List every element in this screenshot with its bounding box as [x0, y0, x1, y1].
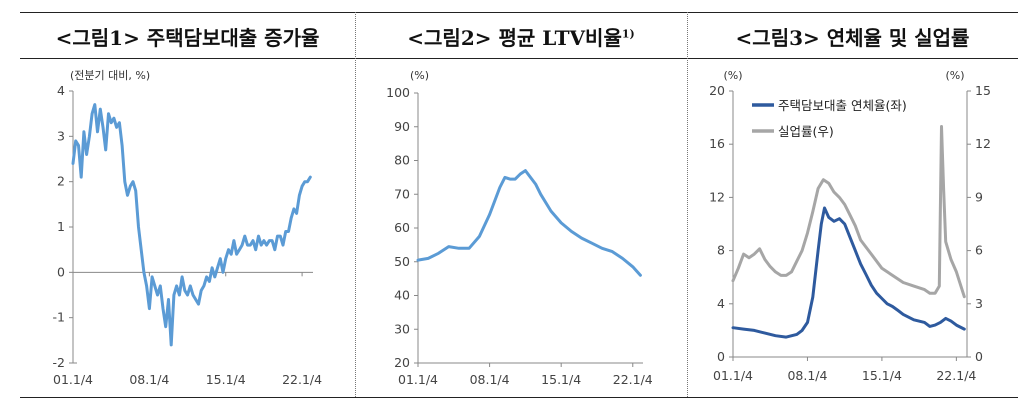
chart3-y-tick-label-right: 15	[975, 83, 991, 98]
chart3-y-tick-label-right: 6	[975, 243, 983, 258]
chart2-y-tick-label: 60	[394, 220, 410, 235]
chart3-legend-label-1: 실업률(우)	[778, 124, 834, 139]
chart2-svg: 20 30 40 50 60 70 80 90 100 01.1/4 08.1/4 15.1/4 22.…	[386, 69, 653, 387]
chart3-svg: 0 4 8 12 16 20 0 3 6 9 12 15 01.1/4 08.1/4 15.1/4 22.1/…	[709, 69, 991, 383]
chart1-series-0-line	[71, 103, 312, 347]
chart1-y-tick-label: -1	[53, 310, 65, 325]
chart1-y-tick-label: -2	[53, 355, 65, 370]
chart3-y-tick-label-right: 12	[975, 136, 991, 151]
chart3-series-1-line	[731, 125, 966, 299]
chart2-unit-label: (%)	[410, 69, 429, 82]
panel-divider-1	[355, 12, 356, 397]
chart2-x-tick-label: 08.1/4	[470, 372, 510, 387]
chart1-y-tick-label: 3	[57, 128, 65, 143]
chart3-legend-label-0: 주택담보대출 연체율(좌)	[778, 98, 907, 113]
chart3-y-tick-label: 16	[709, 136, 725, 151]
chart2-title: <그림2> 평균 LTV비율1)	[355, 22, 687, 52]
chart3-x-tick-label: 01.1/4	[713, 368, 753, 383]
chart3-x-tick-label: 08.1/4	[787, 368, 827, 383]
chart1-y-tick-label: 0	[57, 264, 65, 279]
panel-divider-2	[687, 12, 688, 397]
chart2-x-tick-label: 22.1/4	[613, 372, 653, 387]
chart2-y-tick-label: 90	[394, 119, 410, 134]
bottom-rule	[20, 397, 1018, 398]
chart3-unit-label-right: (%)	[945, 69, 964, 82]
chart3-y-tick-label: 4	[717, 296, 725, 311]
chart3-y-tick-label: 12	[709, 189, 725, 204]
chart1-unit-label: (전분기 대비, %)	[70, 69, 150, 82]
chart1-x-tick-label: 15.1/4	[206, 372, 246, 387]
chart3-y-tick-label-right: 0	[975, 349, 983, 364]
chart1-title: <그림1> 주택담보대출 증가율	[20, 22, 355, 52]
chart1-svg: -2 -1 0 1 2 3 4 01.1/4 08.1/4 15.1/4 22.1/4 (전분기 대비…	[53, 69, 323, 387]
chart2-y-tick-label: 20	[394, 355, 410, 370]
chart2-title-footnote: 1)	[621, 27, 635, 41]
chart2-series-0-line	[416, 169, 642, 277]
chart1-x-tick-label: 01.1/4	[53, 372, 93, 387]
chart1-x-tick-label: 22.1/4	[282, 372, 322, 387]
chart3-title: <그림3> 연체율 및 실업률	[687, 22, 1018, 52]
chart1-title-text: <그림1> 주택담보대출 증가율	[55, 26, 320, 50]
chart3-series-0-line	[731, 206, 966, 339]
chart1-y-tick-label: 4	[57, 83, 65, 98]
chart2-y-tick-label: 80	[394, 153, 410, 168]
chart3-y-tick-label: 20	[709, 83, 725, 98]
chart3-unit-label-left: (%)	[723, 69, 742, 82]
chart2-title-text: <그림2> 평균 LTV비율	[407, 26, 622, 50]
chart1-y-tick-label: 2	[57, 174, 65, 189]
chart2-x-tick-label: 15.1/4	[541, 372, 581, 387]
chart2-y-tick-label: 50	[394, 254, 410, 269]
chart3-y-tick-label: 8	[717, 243, 725, 258]
chart1-x-tick-label: 08.1/4	[129, 372, 169, 387]
chart2-x-tick-label: 01.1/4	[398, 372, 438, 387]
header-rule	[20, 58, 1018, 59]
chart3-title-text: <그림3> 연체율 및 실업률	[735, 26, 970, 50]
chart2-y-tick-label: 70	[394, 186, 410, 201]
chart2-y-tick-label: 30	[394, 321, 410, 336]
top-rule	[20, 12, 1018, 13]
chart3-y-tick-label-right: 9	[975, 189, 983, 204]
chart2-y-tick-label: 100	[386, 85, 410, 100]
chart3-y-tick-label-right: 3	[975, 296, 983, 311]
chart3-x-tick-label: 15.1/4	[862, 368, 902, 383]
chart3-y-tick-label: 0	[717, 349, 725, 364]
chart2-y-tick-label: 40	[394, 288, 410, 303]
chart3-x-tick-label: 22.1/4	[936, 368, 976, 383]
chart1-y-tick-label: 1	[57, 219, 65, 234]
